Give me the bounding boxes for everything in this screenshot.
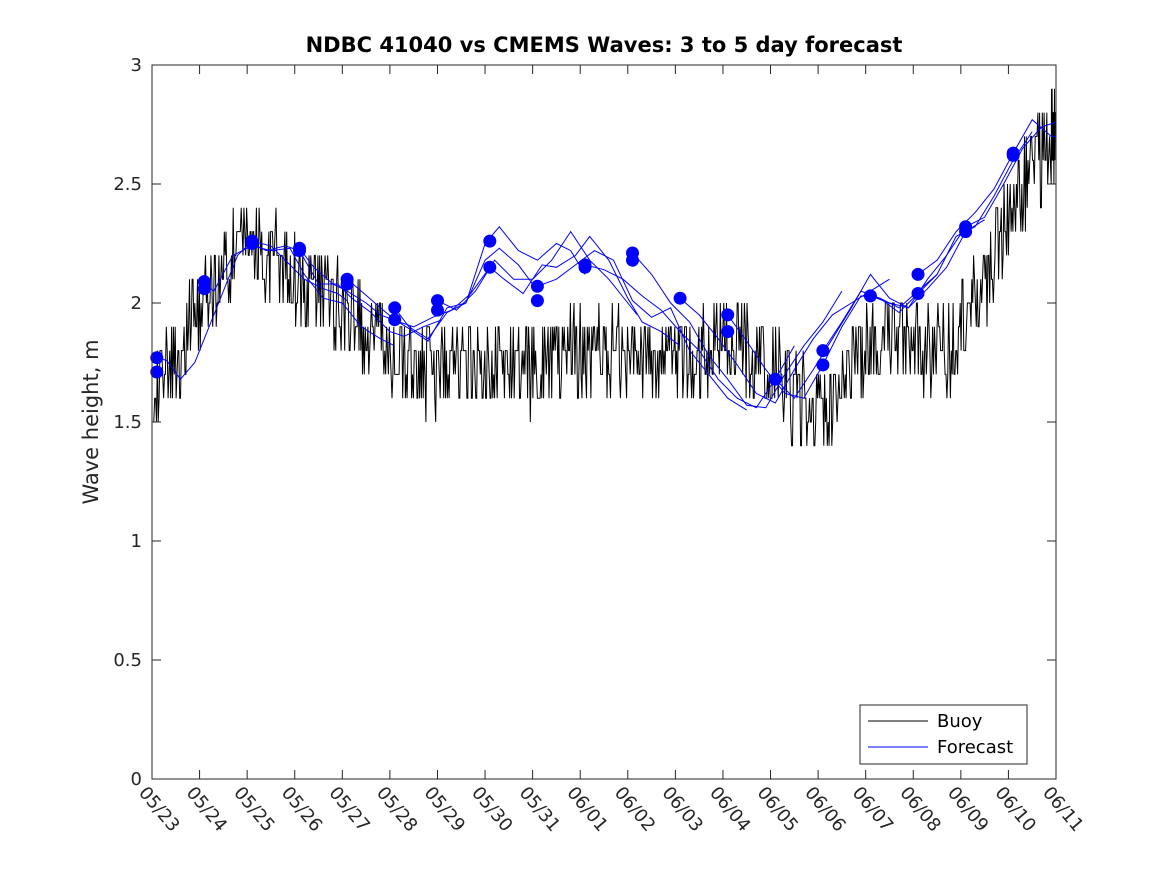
x-tick-label: 06/10 [991,783,1040,836]
forecast-point [673,291,687,305]
forecast-point [150,365,164,379]
forecast-point [150,351,164,365]
y-tick-label: 2.5 [113,174,142,195]
forecast-run-line [151,240,348,381]
forecast-point [530,279,544,293]
forecast-run-line [346,247,534,342]
forecast-point [340,277,354,291]
forecast-point [197,282,211,296]
legend-buoy-label: Buoy [937,711,983,732]
forecast-point [959,225,973,239]
forecast-run-line [199,245,395,347]
forecast-point [578,260,592,274]
legend-forecast-label: Forecast [937,737,1013,758]
x-tick-label: 05/29 [420,783,469,836]
forecast-point [293,244,306,258]
forecast-run-line [917,118,1056,275]
y-tick-label: 1.5 [113,412,142,433]
x-tick-label: 06/07 [848,783,897,836]
legend: Buoy Forecast [859,704,1028,765]
y-tick-label: 0 [131,769,142,790]
x-tick-label: 06/04 [705,783,754,836]
forecast-point [816,344,830,358]
y-axis-label: Wave height, m [79,339,103,504]
forecast-point [626,253,639,267]
y-tick-label: 2 [131,293,142,314]
forecast-point [721,325,735,339]
legend-box [859,704,1028,765]
x-tick-label: 06/08 [895,783,944,836]
x-tick-label: 05/24 [182,783,231,836]
plot-frame [151,64,1057,780]
forecast-point [388,301,402,315]
forecast-run-line [537,250,747,411]
buoy-series-line [152,88,1056,447]
forecast-point [483,234,497,248]
y-tick-label: 1 [131,531,142,552]
forecast-run-line [632,252,843,409]
forecast-run-line [489,235,681,347]
x-tick-label: 05/26 [277,783,326,836]
forecast-point [431,294,444,308]
forecast-point [816,358,830,372]
forecast-point [721,308,735,322]
forecast-point [245,237,259,250]
forecast-run-line [584,264,795,409]
y-tick-label: 0.5 [113,650,142,671]
forecast-run-line [251,243,443,337]
forecast-point [483,260,497,274]
x-tick-label: 06/11 [1038,783,1087,836]
x-tick-label: 06/09 [943,783,992,836]
forecast-point [1006,148,1020,162]
forecast-run-line [822,131,1033,351]
forecast-point [530,294,544,308]
forecast-point [863,289,877,303]
x-tick-label: 06/01 [562,783,611,836]
y-tick-label: 3 [131,55,142,76]
forecast-run-line [774,219,985,399]
x-tick-label: 06/05 [753,783,802,836]
forecast-point [911,267,925,281]
x-tick-label: 05/25 [229,783,278,836]
forecast-point [388,313,402,327]
x-tick-label: 05/28 [372,783,421,836]
x-tick-label: 05/30 [467,783,516,836]
x-tick-label: 06/02 [610,783,659,836]
forecast-point [431,303,444,317]
forecast-run-line [437,230,638,316]
y-axis: 0 0.5 1 1.5 2 2.5 3 [113,55,1056,790]
x-tick-label: 05/31 [515,783,564,836]
plot-area [150,88,1057,447]
chart-title: NDBC 41040 vs CMEMS Waves: 3 to 5 day fo… [306,33,903,57]
x-tick-label: 06/06 [800,783,849,836]
x-tick-label: 05/27 [324,783,373,836]
x-tick-label: 05/23 [134,783,183,836]
forecast-point [911,287,925,300]
forecast-point [768,372,782,386]
x-tick-label: 06/03 [658,783,707,836]
